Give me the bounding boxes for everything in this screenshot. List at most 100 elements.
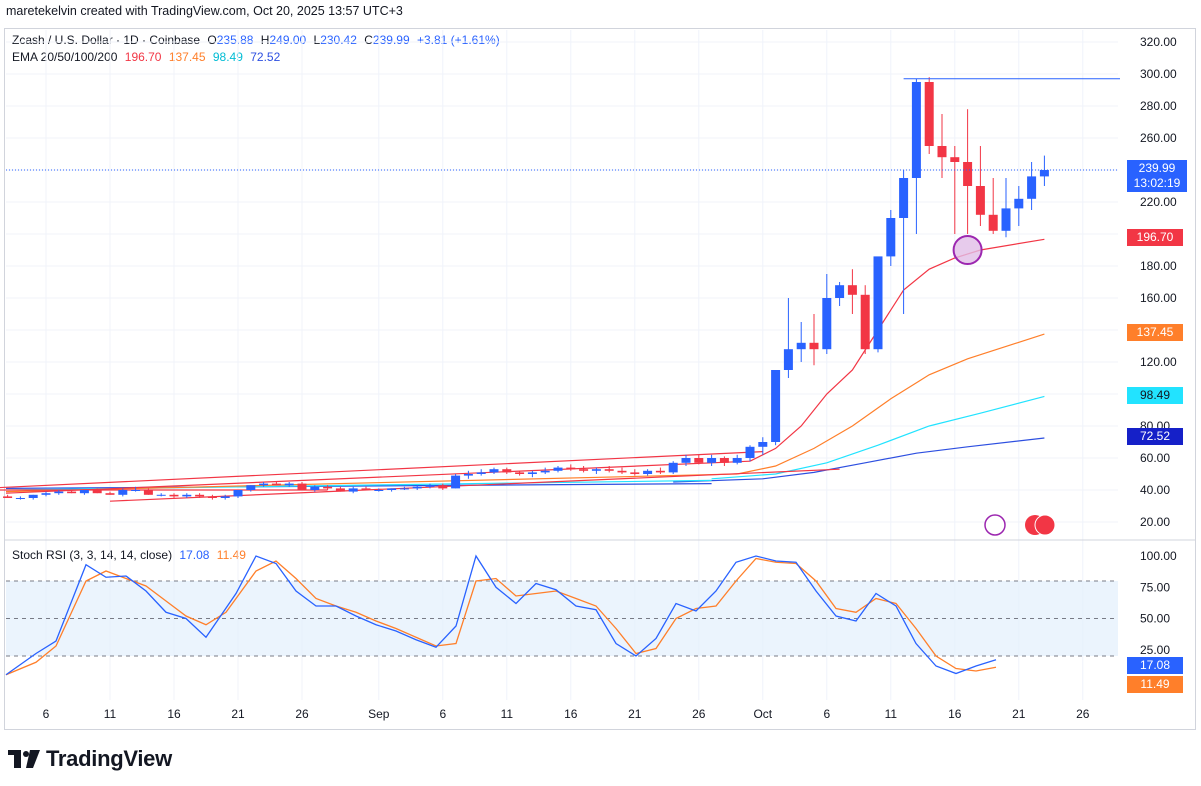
price-tick-label: 180.00 [1140,259,1177,273]
ema50-badge: 137.45 [1127,324,1183,341]
candle-up [15,498,25,499]
candle-up [553,467,563,471]
candle-down [694,458,704,463]
ema200-line [673,437,1045,483]
high-value: 249.00 [269,33,307,47]
last-price-badge: 239.99 13:02:19 [1127,160,1187,192]
candle-up [387,488,397,490]
time-tick-label: Oct [753,707,772,721]
stoch-rsi-k-value: 17.08 [179,548,210,562]
candle-up [28,494,38,498]
price-tick-label: 320.00 [1140,35,1177,49]
candle-up [220,496,230,498]
candle-down [169,494,179,497]
price-axis[interactable]: 320.00300.00280.00260.00240.00220.00200.… [1140,35,1177,529]
candle-up [118,490,128,495]
candle-up [451,475,461,489]
overlays [6,78,1120,536]
candle-up [489,469,499,473]
candle-down [3,496,13,498]
time-tick-label: 16 [167,707,181,721]
candle-up [348,488,358,492]
time-tick-label: 26 [692,707,706,721]
candle-down [323,486,333,489]
open-value: 235.88 [216,33,254,47]
stoch-rsi-d-value: 11.49 [216,548,246,562]
highlight-marker [952,235,983,265]
stoch-rsi-d-line [5,557,997,676]
ema-legend[interactable]: EMA 20/50/100/200 196.70 137.45 98.49 72… [12,50,284,64]
candle-down [630,472,640,474]
candle-down [195,494,205,497]
candle-up [681,458,691,463]
ema20-line [749,238,1045,462]
candle-up [783,349,793,370]
candle-down [617,470,627,473]
stoch-rsi-tick-label: 75.00 [1140,580,1170,594]
close-value: 239.99 [372,33,410,47]
candle-down [297,483,307,490]
chart-frame [4,28,1196,730]
candle-up [899,178,909,218]
candle-up [540,470,550,473]
candle-up [412,486,422,489]
candle-up [399,488,409,490]
stoch-rsi-tick-label: 25.00 [1140,643,1170,657]
stoch-rsi-k-line [5,554,997,676]
candle-up [873,256,883,350]
time-tick-label: 26 [295,707,309,721]
candle-up [156,494,166,496]
candle-down [335,488,345,492]
candle-up [527,472,537,474]
candle-down [604,469,614,471]
candle-down [924,82,934,146]
price-tick-label: 120.00 [1140,355,1177,369]
close-label: C [364,33,373,47]
candle-down [963,162,973,186]
candle-down [207,496,217,498]
candle-down [975,186,985,215]
candle-up [771,370,781,442]
candle-down [361,488,371,490]
price-tick-label: 220.00 [1140,195,1177,209]
candle-up [668,462,678,473]
candle-up [259,483,269,486]
candle-up [79,490,89,494]
candles [3,77,1049,500]
price-tick-label: 280.00 [1140,99,1177,113]
flag-icon [1034,514,1056,536]
ema50-line [737,333,1045,475]
stoch-rsi-axis[interactable]: 100.00 75.00 50.00 25.00 [1140,549,1177,657]
change-value: +3.81 (+1.61%) [416,33,500,47]
candle-up [233,490,243,497]
candle-up [835,285,845,298]
time-axis[interactable]: 6 11 16 21 26 Sep 6 11 16 21 26 Oct 6 11 16 21 26 [43,707,1090,721]
ema50-value: 137.45 [168,50,206,64]
bar-countdown: 13:02:19 [1133,176,1181,190]
ema200-early-line [5,483,712,489]
candle-down [438,485,448,489]
stoch-k-badge: 17.08 [1127,657,1183,674]
time-tick-label: 11 [501,707,514,721]
candle-up [643,470,653,474]
candle-down [271,483,281,486]
candle-up [758,442,768,447]
candle-up [822,298,832,350]
stoch-rsi-tick-label: 100.00 [1140,549,1177,563]
time-tick-label: 6 [43,707,50,721]
time-tick-label: 6 [439,707,446,721]
candle-down [67,491,77,494]
candle-down [847,285,857,295]
price-tick-label: 40.00 [1140,483,1170,497]
symbol-title[interactable]: Zcash / U.S. Dollar · 1D · Coinbase [12,33,201,47]
time-tick-label: 16 [564,707,578,721]
tradingview-logo[interactable]: TradingView [8,746,172,772]
price-tick-label: 260.00 [1140,131,1177,145]
candle-up [131,490,141,491]
candle-up [591,469,601,471]
stoch-rsi-legend[interactable]: Stoch RSI (3, 3, 14, 14, close) 17.08 11… [12,548,250,562]
candle-down [92,490,102,494]
stoch-rsi-tick-label: 50.00 [1140,612,1170,626]
ema20-value: 196.70 [124,50,162,64]
